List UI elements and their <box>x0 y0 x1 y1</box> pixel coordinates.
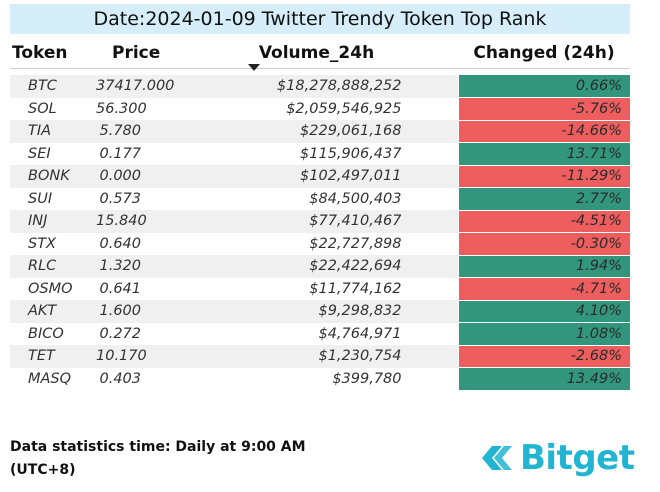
price-cell: 0.403 <box>99 370 141 387</box>
table-row: INJ 15.840 $77,410,467 -4.51% <box>10 210 630 233</box>
price-cell: 10.170 <box>90 345 175 368</box>
change-cell: 13.49% <box>457 367 630 391</box>
volume-cell: $22,422,694 <box>175 255 458 278</box>
price-cell: 0.640 <box>99 235 141 252</box>
table-row: SUI 0.573 $84,500,403 2.77% <box>10 187 630 211</box>
table-row: TIA 5.780 $229,061,168 -14.66% <box>10 120 630 143</box>
column-header-volume[interactable]: Volume_24h <box>175 38 458 69</box>
volume-cell: $84,500,403 <box>309 190 402 207</box>
change-cell: 1.94% <box>457 255 630 278</box>
change-cell: 2.77% <box>457 187 630 211</box>
volume-cell: $1,230,754 <box>175 345 458 368</box>
column-header-token[interactable]: Token <box>10 38 90 69</box>
table-row: OSMO 0.641 $11,774,162 -4.71% <box>10 277 630 301</box>
change-cell: 13.71% <box>457 142 630 166</box>
token-cell: BONK <box>10 165 90 188</box>
bitget-logo: Bitget <box>478 436 635 480</box>
table-row: BICO 0.272 $4,764,971 1.08% <box>10 322 630 346</box>
table-body: BTC 37417.000 $18,278,888,252 0.66% SOL 56.30… <box>10 69 630 391</box>
price-cell: 0.641 <box>99 280 141 297</box>
table-row: MASQ 0.403 $399,780 13.49% <box>10 367 630 391</box>
token-cell: SOL <box>28 100 57 117</box>
price-cell: 0.272 <box>99 325 141 342</box>
change-cell: -0.30% <box>457 232 630 256</box>
table-header-row: Token Price Volume_24h Changed (24h) <box>10 38 630 71</box>
change-cell: 1.08% <box>457 322 630 346</box>
volume-cell: $77,410,467 <box>175 210 458 233</box>
table-row: BONK 0.000 $102,497,011 -11.29% <box>10 165 630 188</box>
token-cell: MASQ <box>28 370 72 387</box>
footer-line-2: (UTC+8) <box>10 462 76 478</box>
token-cell: SUI <box>28 190 53 207</box>
price-cell: 0.000 <box>90 165 175 188</box>
bitget-logo-icon <box>482 446 512 470</box>
price-cell: 1.320 <box>90 255 175 278</box>
token-cell: STX <box>28 235 56 252</box>
table-row: STX 0.640 $22,727,898 -0.30% <box>10 232 630 256</box>
change-cell: -4.71% <box>457 277 630 301</box>
price-cell: 0.177 <box>99 145 141 162</box>
change-cell: -5.76% <box>457 97 630 121</box>
volume-cell: $4,764,971 <box>318 325 402 342</box>
change-cell: -14.66% <box>457 120 630 143</box>
token-cell: BICO <box>28 325 64 342</box>
token-cell: AKT <box>10 300 90 323</box>
token-rank-table: Token Price Volume_24h Changed (24h) BTC… <box>10 38 630 391</box>
footer-note: Data statistics time: Daily at 9:00 AM (… <box>10 436 340 482</box>
volume-cell: $2,059,546,925 <box>286 100 402 117</box>
volume-cell: $115,906,437 <box>300 145 402 162</box>
price-cell: 5.780 <box>90 120 175 143</box>
bitget-wordmark: Bitget <box>520 438 635 478</box>
change-cell: -11.29% <box>457 165 630 188</box>
token-cell: RLC <box>10 255 90 278</box>
change-cell: 4.10% <box>457 300 630 323</box>
token-cell: SEI <box>28 145 51 162</box>
volume-cell: $9,298,832 <box>175 300 458 323</box>
table-row: SOL 56.300 $2,059,546,925 -5.76% <box>10 97 630 121</box>
volume-cell: $18,278,888,252 <box>175 75 458 98</box>
price-cell: 0.573 <box>99 190 141 207</box>
token-cell: OSMO <box>28 280 73 297</box>
page-title: Date:2024-01-09 Twitter Trendy Token Top… <box>10 4 630 34</box>
change-cell: -4.51% <box>457 210 630 233</box>
token-cell: INJ <box>10 210 90 233</box>
column-header-change[interactable]: Changed (24h) <box>458 38 630 69</box>
table-row: BTC 37417.000 $18,278,888,252 0.66% <box>10 75 630 98</box>
column-header-price[interactable]: Price <box>90 38 260 71</box>
table-row: AKT 1.600 $9,298,832 4.10% <box>10 300 630 323</box>
price-cell: 56.300 <box>96 100 147 117</box>
token-cell: TET <box>10 345 90 368</box>
volume-cell: $399,780 <box>332 370 402 387</box>
volume-cell: $22,727,898 <box>309 235 402 252</box>
volume-cell: $102,497,011 <box>175 165 458 188</box>
token-cell: TIA <box>10 120 90 143</box>
change-cell: -2.68% <box>457 345 630 368</box>
price-cell: 37417.000 <box>90 75 175 98</box>
volume-cell: $229,061,168 <box>175 120 458 143</box>
price-cell: 15.840 <box>90 210 175 233</box>
change-cell: 0.66% <box>457 75 630 98</box>
table-row: RLC 1.320 $22,422,694 1.94% <box>10 255 630 278</box>
table-row: SEI 0.177 $115,906,437 13.71% <box>10 142 630 166</box>
table-row: TET 10.170 $1,230,754 -2.68% <box>10 345 630 368</box>
token-cell: BTC <box>10 75 90 98</box>
price-header-label: Price <box>112 43 161 63</box>
footer-line-1: Data statistics time: Daily at 9:00 AM <box>10 439 306 455</box>
price-cell: 1.600 <box>90 300 175 323</box>
volume-cell: $11,774,162 <box>309 280 402 297</box>
